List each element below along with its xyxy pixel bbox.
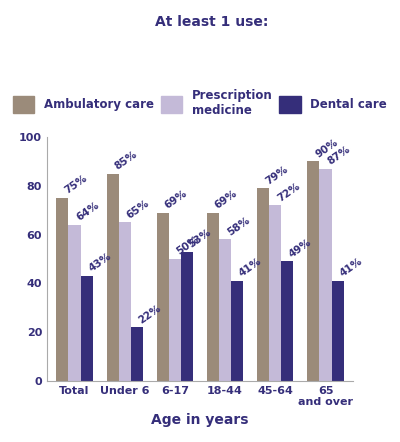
Text: 75%: 75%: [62, 173, 89, 196]
Bar: [269, 206, 281, 381]
Text: At least 1 use:: At least 1 use:: [155, 15, 269, 30]
Text: 69%: 69%: [163, 188, 189, 211]
Text: 90%: 90%: [314, 137, 340, 160]
Bar: [131, 328, 143, 381]
Text: 79%: 79%: [263, 164, 290, 186]
Bar: [219, 240, 231, 381]
Bar: [281, 261, 293, 381]
Text: 85%: 85%: [113, 149, 139, 171]
Bar: [320, 169, 332, 381]
Text: 69%: 69%: [213, 188, 239, 211]
Text: 65%: 65%: [125, 198, 151, 221]
Bar: [80, 276, 92, 381]
Text: 41%: 41%: [338, 256, 364, 279]
Bar: [181, 251, 193, 381]
Bar: [332, 281, 344, 381]
Bar: [169, 259, 181, 381]
Bar: [157, 213, 169, 381]
Legend: Ambulatory care, Prescription
medicine, Dental care: Ambulatory care, Prescription medicine, …: [13, 89, 387, 117]
Bar: [207, 213, 219, 381]
Bar: [308, 161, 320, 381]
X-axis label: Age in years: Age in years: [151, 413, 249, 427]
Bar: [68, 225, 80, 381]
Bar: [107, 174, 119, 381]
Text: 50%: 50%: [175, 235, 201, 257]
Text: 43%: 43%: [86, 251, 113, 274]
Text: 64%: 64%: [74, 200, 101, 223]
Text: 49%: 49%: [287, 237, 314, 259]
Text: 72%: 72%: [275, 181, 302, 203]
Text: 41%: 41%: [237, 256, 264, 279]
Bar: [231, 281, 243, 381]
Bar: [257, 188, 269, 381]
Text: 22%: 22%: [137, 303, 163, 325]
Text: 87%: 87%: [326, 144, 352, 167]
Bar: [119, 222, 131, 381]
Text: 53%: 53%: [187, 227, 213, 250]
Bar: [56, 198, 68, 381]
Text: 58%: 58%: [225, 215, 251, 237]
